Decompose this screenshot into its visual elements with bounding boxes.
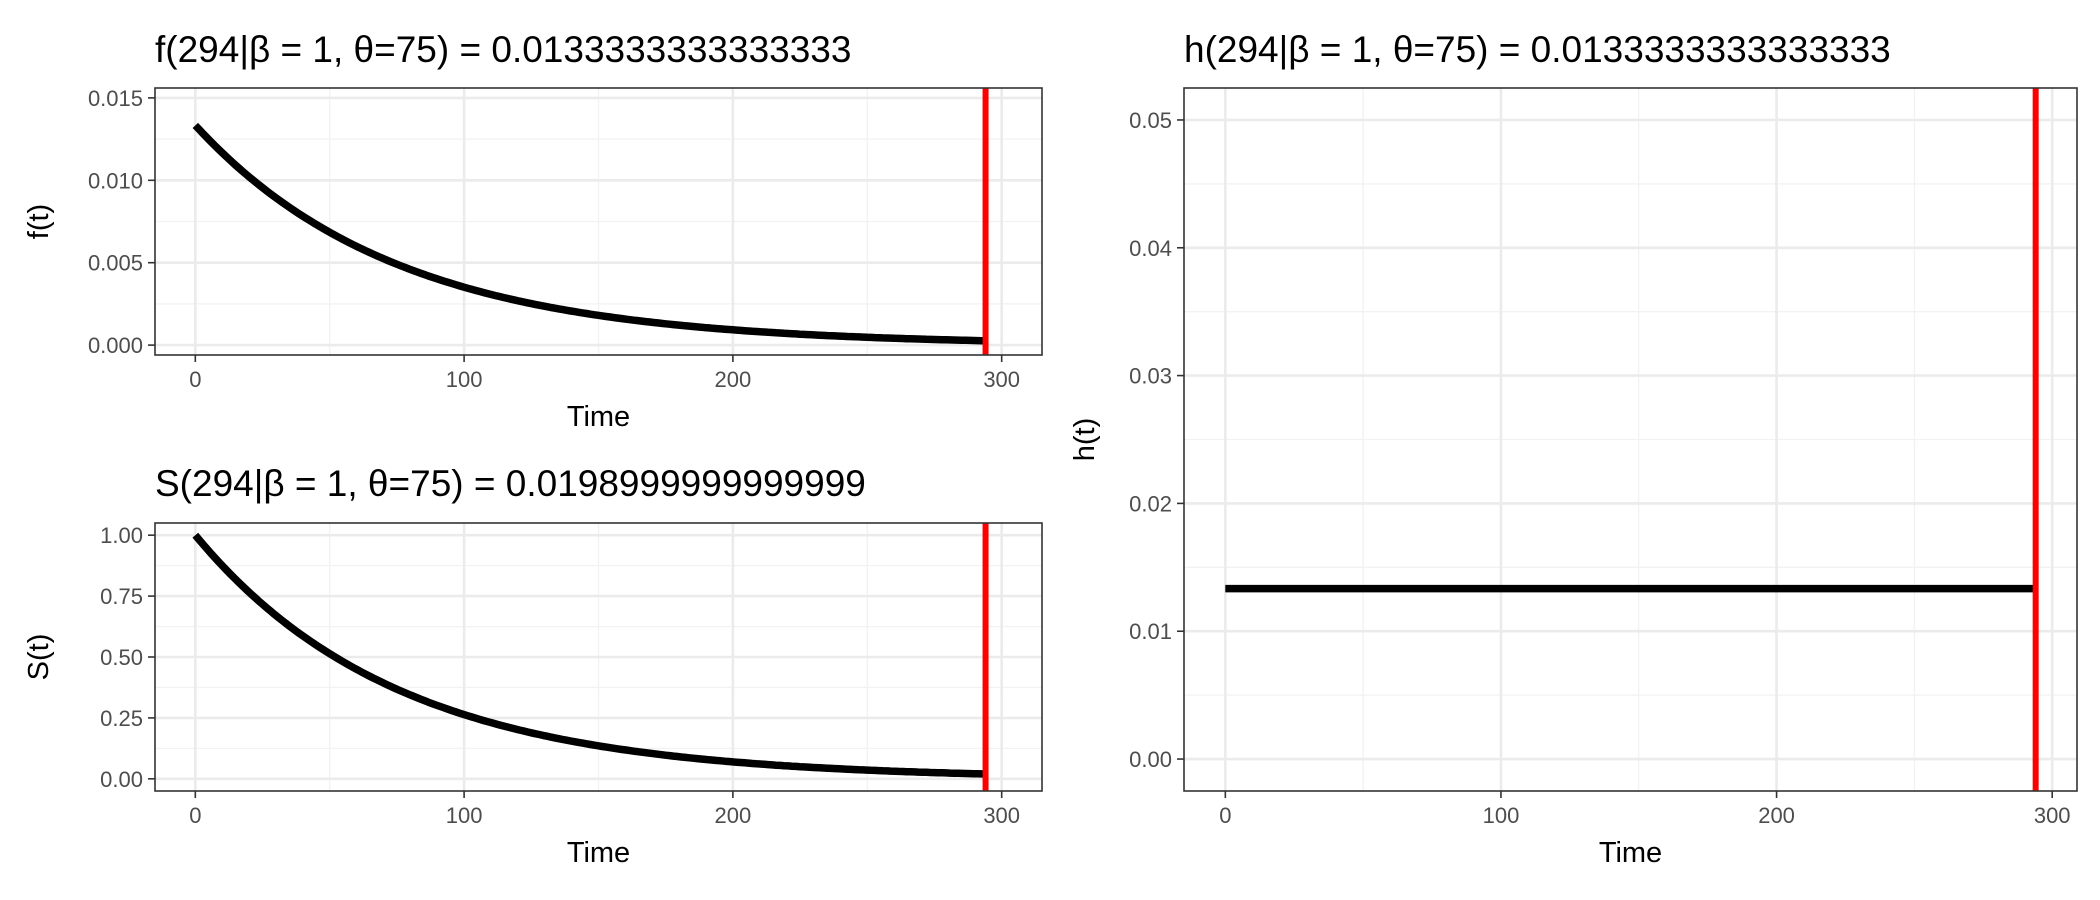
hazard-y-tick-label: 0.01 [1129,619,1172,644]
hazard-y-tick-label: 0.02 [1129,491,1172,516]
density-y-tick-label: 0.010 [88,168,143,193]
survival-y-tick-label: 0.50 [100,645,143,670]
density-y-tick-label: 0.005 [88,251,143,276]
density-y-axis-label: f(t) [23,204,55,239]
density-title: f(294|β = 1, θ=75) = 0.0133333333333333 [155,29,851,70]
survival-x-tick-label: 0 [189,803,201,828]
density-x-tick-label: 300 [983,367,1020,392]
survival-x-tick-label: 200 [715,803,752,828]
density-x-axis-label: Time [567,401,630,433]
density-panel-border [154,87,1043,356]
survival-y-axis-label: S(t) [23,634,55,681]
hazard-title: h(294|β = 1, θ=75) = 0.0133333333333333 [1184,29,1891,70]
survival-y-tick-label: 0.75 [100,584,143,609]
survival-panel: 0 100 200 300 0.00 0.25 0.50 0.75 1.00 S(294|β = … [23,463,1043,869]
density-x-tick-label: 0 [189,367,201,392]
hazard-x-tick-label: 200 [1758,803,1795,828]
survival-title: S(294|β = 1, θ=75) = 0.0198999999999999 [155,463,866,504]
hazard-panel: 0 100 200 300 0.00 0.01 0.02 0.03 0.04 0.05 h(294|… [1069,29,2078,869]
survival-y-tick-label: 0.00 [100,767,143,792]
density-x-tick-label: 200 [715,367,752,392]
hazard-panel-border [1183,87,2078,792]
hazard-y-tick-label: 0.03 [1129,364,1172,389]
survival-x-axis-label: Time [567,837,630,869]
survival-x-tick-label: 300 [983,803,1020,828]
density-y-tick-label: 0.000 [88,333,143,358]
hazard-y-tick-label: 0.04 [1129,236,1172,261]
density-curve [192,122,986,345]
hazard-x-axis-label: Time [1599,837,1662,869]
survival-y-tick-label: 0.25 [100,706,143,731]
survival-x-tick-label: 100 [446,803,483,828]
density-y-tick-label: 0.015 [88,86,143,111]
hazard-y-tick-label: 0.05 [1129,108,1172,133]
hazard-y-axis-label: h(t) [1069,418,1101,462]
density-panel: 0 100 200 300 0.000 0.005 0.010 0.015 f(294|β = … [23,29,1043,433]
hazard-x-tick-label: 100 [1483,803,1520,828]
hazard-x-tick-label: 300 [2034,803,2071,828]
density-x-tick-label: 100 [446,367,483,392]
survival-curve [192,532,986,778]
survival-y-tick-label: 1.00 [100,523,143,548]
hazard-x-tick-label: 0 [1219,803,1231,828]
hazard-y-tick-label: 0.00 [1129,747,1172,772]
